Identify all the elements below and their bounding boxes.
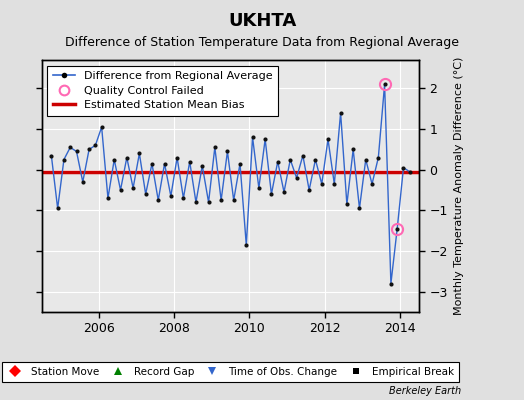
- Legend: Difference from Regional Average, Quality Control Failed, Estimated Station Mean: Difference from Regional Average, Qualit…: [48, 66, 278, 116]
- Text: Berkeley Earth: Berkeley Earth: [389, 386, 461, 396]
- Legend: Station Move, Record Gap, Time of Obs. Change, Empirical Break: Station Move, Record Gap, Time of Obs. C…: [2, 362, 459, 382]
- Text: UKHTA: UKHTA: [228, 12, 296, 30]
- Y-axis label: Monthly Temperature Anomaly Difference (°C): Monthly Temperature Anomaly Difference (…: [454, 57, 464, 315]
- Text: Difference of Station Temperature Data from Regional Average: Difference of Station Temperature Data f…: [65, 36, 459, 49]
